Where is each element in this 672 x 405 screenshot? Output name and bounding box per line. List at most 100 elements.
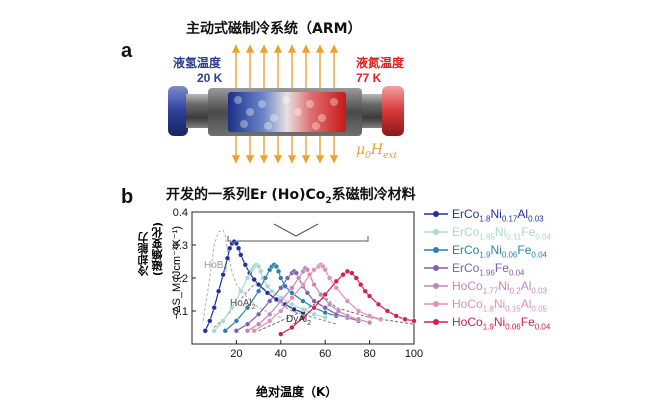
series-2-point [222, 328, 228, 334]
series-6-point [349, 270, 355, 276]
series-2-point [276, 268, 282, 275]
series-2-point [322, 310, 328, 316]
series-6-point [340, 272, 346, 278]
arm-device-illustration [168, 44, 404, 164]
x-axis-label: 绝对温度（K） [256, 385, 338, 399]
series-0-point [251, 277, 257, 283]
series-0-point [282, 301, 288, 308]
series-2-point [300, 298, 306, 304]
series-1-point [264, 283, 271, 289]
series-1-point [289, 301, 295, 308]
bracket [227, 236, 369, 242]
series-3-point [244, 321, 251, 327]
series-0-point [264, 290, 271, 296]
annotation-0: HoB2 [204, 260, 227, 273]
series-2-point [278, 275, 284, 281]
legend-item: HoCo1.8Ni0.15Al0.05 [424, 296, 670, 314]
series-4-point [256, 321, 262, 327]
panel-a-title: 主动式磁制冷系统（ARM） [186, 21, 362, 37]
series-3-point [304, 290, 311, 296]
legend-item: HoCo1.9Ni0.06Fe0.04 [424, 314, 670, 332]
x-tick-label-100: 100 [405, 348, 423, 360]
series-3-point [284, 275, 291, 281]
legend-label: ErCo1.96Fe0.04 [452, 261, 525, 278]
x-tick-label-20: 20 [230, 348, 242, 360]
series-1-point [258, 268, 264, 275]
series-4-point [344, 313, 351, 319]
legend-marker [424, 229, 448, 235]
series-5-point [378, 316, 384, 322]
series-6-point [300, 315, 306, 321]
series-6-point [289, 324, 295, 331]
series-2-point [233, 318, 240, 324]
bracket-pointer [273, 223, 319, 237]
legend-label: HoCo1.8Ni0.15Al0.05 [452, 297, 547, 314]
series-6-point [344, 268, 351, 275]
series-6-point [333, 278, 339, 284]
series-2-point [262, 275, 268, 281]
series-6-point [322, 291, 328, 298]
series-4-point [278, 298, 284, 304]
series-0-point [236, 245, 242, 251]
series-0-point [242, 262, 248, 268]
series-6-point [278, 331, 284, 337]
y-tick-label-0.1: 0.1 [173, 306, 188, 318]
series-5-point [367, 313, 373, 319]
series-4-point [311, 282, 317, 288]
legend-item: ErCo1.96Fe0.04 [424, 260, 670, 278]
series-6-point [367, 293, 373, 299]
legend-label: HoCo1.9Ni0.06Fe0.04 [452, 315, 551, 332]
series-3-point [311, 298, 317, 304]
legend-marker [424, 319, 448, 325]
y-tick-label-0.3: 0.3 [173, 240, 188, 252]
series-0-point [211, 305, 217, 311]
legend-item: HoCo1.77Ni0.2Al0.03 [424, 278, 670, 296]
annotation-1: HoAl2 [230, 298, 256, 311]
series-5-point [289, 295, 295, 301]
legend-marker [424, 211, 448, 217]
panel-a-letter: a [121, 40, 133, 62]
series-1-point [229, 305, 235, 311]
annotation-2: DyAl2 [286, 314, 311, 327]
series-3-point [278, 285, 284, 291]
series-4-point [267, 311, 273, 317]
x-tick-label-80: 80 [363, 348, 375, 360]
series-0-point [207, 318, 213, 324]
series-4-point [367, 320, 373, 326]
series-1-point [269, 288, 275, 294]
series-3-point [233, 328, 240, 334]
series-4-point [327, 301, 333, 308]
series-0-point [224, 255, 231, 261]
series-5-point [355, 308, 362, 314]
series-5-point [322, 267, 328, 273]
series-3-point [267, 298, 273, 304]
series-4-point [355, 316, 362, 322]
series-4-point [244, 328, 251, 334]
cold-end-cap [168, 86, 188, 136]
series-6-point [411, 318, 417, 324]
reference-curve-0 [202, 229, 282, 321]
legend-label: ErCo1.9Ni0.06Fe0.04 [452, 243, 547, 260]
x-tick-label-60: 60 [319, 348, 331, 360]
series-6-point [358, 282, 364, 288]
series-0-point [233, 240, 240, 247]
panel-b-title: 开发的一系列Er (Ho)Co2系磁制冷材料 [166, 187, 416, 206]
series-3-point [322, 305, 328, 311]
legend-marker [424, 247, 448, 253]
x-tick-label-40: 40 [275, 348, 287, 360]
series-5-point [300, 282, 306, 288]
series-4-point [289, 285, 295, 291]
series-5-point [327, 275, 333, 281]
series-2-point [256, 288, 262, 294]
panel-b-letter: b [121, 186, 134, 208]
series-0-point [238, 252, 244, 258]
series-2-point [244, 305, 251, 311]
legend-item: ErCo1.8Ni0.17Al0.03 [424, 206, 670, 224]
series-1-point [244, 275, 251, 281]
series-4-point [296, 275, 302, 281]
legend-item: ErCo1.9Ni0.06Fe0.04 [424, 242, 670, 260]
legend-item: ErCo1.85Ni0.11Fe0.04 [424, 224, 670, 242]
series-5-point [311, 267, 317, 273]
series-4-point [335, 308, 342, 314]
